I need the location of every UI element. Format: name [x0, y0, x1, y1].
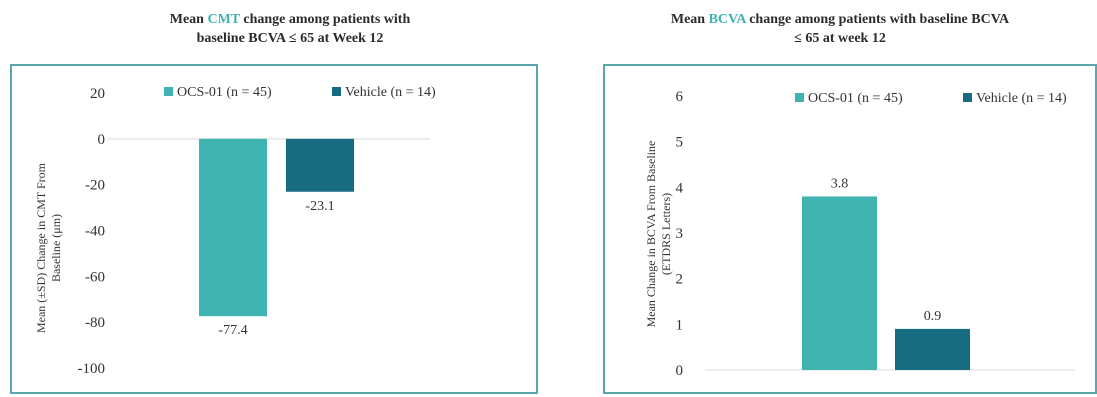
chart-2-data-label: 3.8	[831, 176, 849, 191]
chart-2-y-tick-label: 2	[676, 272, 684, 288]
chart-2-y-axis-title-line: (ETDRS Letters)	[659, 193, 673, 275]
chart-1-frame: Mean (±SD) Change in CMT FromBaseline (μ…	[10, 64, 538, 394]
chart-2-bar	[895, 328, 970, 370]
chart-1-bar	[286, 138, 354, 192]
chart-1-title-accent: CMT	[207, 12, 240, 27]
chart-1-data-label: -77.4	[218, 323, 247, 338]
chart-1-y-axis-title-line: Baseline (μm)	[49, 214, 63, 282]
chart-2-y-axis-title: Mean Change in BCVA From Baseline(ETDRS …	[644, 141, 673, 328]
chart-2-title-accent: BCVA	[708, 12, 746, 27]
chart-1-y-axis-title: Mean (±SD) Change in CMT FromBaseline (μ…	[34, 162, 63, 333]
chart-1-y-axis-title-line: Mean (±SD) Change in CMT From	[34, 162, 48, 333]
chart-2-title: Mean BCVA change among patients with bas…	[600, 10, 1080, 48]
chart-1-data-label: -23.1	[305, 199, 334, 214]
chart-2-y-tick-label: 0	[676, 363, 684, 379]
chart-1-y-tick-label: -40	[85, 224, 105, 240]
chart-1-y-tick-label: -80	[85, 315, 105, 331]
chart-2-legend-swatch	[963, 93, 972, 102]
chart-1-title-part-a: Mean	[169, 12, 208, 27]
chart-2-title-part-b: change among patients with baseline BCVA	[745, 12, 1010, 27]
chart-2-title-line-2: ≤ 65 at week 12	[794, 31, 886, 46]
chart-2-y-tick-label: 5	[676, 135, 684, 151]
chart-1-bar	[199, 138, 267, 317]
chart-1-legend-swatch	[332, 87, 341, 96]
chart-2-legend-swatch	[795, 93, 804, 102]
chart-1-legend-label: Vehicle (n = 14)	[345, 85, 436, 100]
chart-1-y-tick-label: 20	[90, 86, 105, 102]
chart-1-legend-swatch	[164, 87, 173, 96]
chart-1-title-line-2: baseline BCVA ≤ 65 at Week 12	[196, 31, 384, 46]
chart-2-frame: Mean Change in BCVA From Baseline(ETDRS …	[603, 64, 1097, 394]
chart-2-data-label: 0.9	[924, 309, 942, 324]
chart-1-title: Mean CMT change among patients with base…	[90, 10, 490, 48]
chart-1-y-tick-label: -60	[85, 269, 105, 285]
chart-2-y-tick-label: 1	[676, 317, 684, 333]
chart-1-y-tick-label: 0	[98, 132, 106, 148]
chart-2-y-tick-label: 6	[676, 89, 684, 105]
chart-1-title-part-b: change among patients with	[239, 12, 411, 27]
chart-2-legend-label: OCS-01 (n = 45)	[808, 91, 903, 106]
chart-2-title-part-a: Mean	[670, 12, 709, 27]
chart-2-y-axis-title-line: Mean Change in BCVA From Baseline	[644, 141, 658, 328]
chart-2-bar	[802, 196, 877, 370]
chart-2-y-tick-label: 3	[676, 226, 684, 242]
chart-1-y-tick-label: -100	[78, 361, 106, 377]
chart-2-svg: Mean Change in BCVA From Baseline(ETDRS …	[644, 89, 1075, 379]
chart-2-legend-label: Vehicle (n = 14)	[976, 91, 1067, 106]
chart-2-y-tick-label: 4	[676, 180, 684, 196]
chart-1-legend-label: OCS-01 (n = 45)	[177, 85, 272, 100]
chart-1-svg: Mean (±SD) Change in CMT FromBaseline (μ…	[34, 85, 436, 377]
chart-1-y-tick-label: -20	[85, 178, 105, 194]
